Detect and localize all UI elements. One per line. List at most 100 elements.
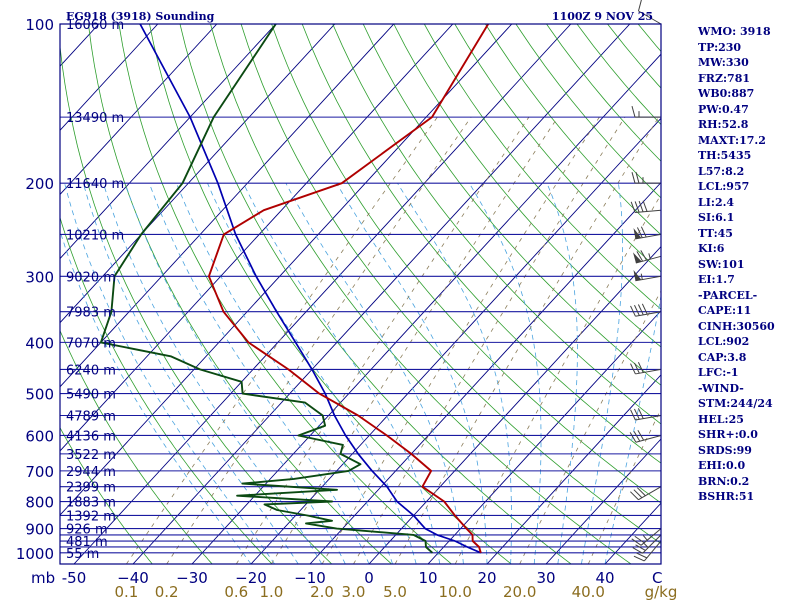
moist-adiabat-line — [243, 183, 441, 564]
wind-barb-half-feather — [640, 273, 643, 280]
wind-barb-staff — [635, 209, 662, 213]
wind-barb — [631, 172, 661, 184]
moist-adiabat-line — [546, 183, 578, 564]
wind-barb-staff — [643, 540, 662, 562]
wind-barb-feather — [635, 544, 646, 551]
mixing-ratio-tick-label: 5.0 — [383, 583, 407, 600]
height-label: 481 m — [66, 535, 108, 550]
height-label: 7983 m — [66, 306, 116, 321]
wind-barb-flag — [633, 228, 642, 239]
index-item: MAXT:17.2 — [698, 133, 766, 147]
wind-barb-feather — [637, 408, 644, 419]
dry-adiabat-line — [60, 329, 213, 564]
wind-barb-feather — [633, 555, 645, 562]
index-item: SW:101 — [698, 257, 745, 271]
wind-barb — [637, 0, 662, 25]
wind-barb-staff — [635, 233, 662, 240]
wind-barb — [633, 540, 662, 562]
index-item: FRZ:781 — [698, 71, 751, 85]
pressure-tick-label: 100 — [25, 16, 54, 34]
wind-barb — [630, 303, 662, 317]
height-label: 4789 m — [66, 410, 116, 425]
wind-barb-feather — [637, 304, 644, 316]
wind-barb-staff — [638, 10, 662, 25]
mixing-ratio-tick-label: 0.2 — [155, 583, 179, 600]
height-label: 55 m — [66, 547, 99, 562]
wind-barb-feather — [631, 105, 636, 118]
index-item: SHR+:0.0 — [698, 428, 758, 441]
mixing-ratio-line — [454, 193, 661, 564]
wind-barb-feather — [634, 535, 645, 544]
moist-adiabat-line — [60, 229, 252, 564]
wind-barb-feather — [630, 305, 636, 317]
pressure-tick-label: 300 — [25, 268, 54, 286]
index-item: -PARCEL- — [698, 288, 758, 302]
index-item: SI:6.1 — [698, 211, 735, 224]
mixing-ratio-line — [126, 116, 438, 564]
isotherm-line — [60, 24, 159, 131]
wind-barb-half-feather — [642, 535, 648, 541]
isotherm-line — [0, 24, 40, 564]
dry-adiabat-line — [423, 24, 661, 310]
wind-barb-half-feather — [643, 543, 649, 548]
index-item: WMO: 3918 — [698, 25, 771, 38]
isotherm-line — [545, 438, 661, 564]
index-item: EHI:0.0 — [698, 459, 746, 472]
wind-barb-flag — [633, 270, 642, 281]
temperature-tick-label: −20 — [235, 569, 267, 587]
dry-adiabat-line — [301, 24, 661, 464]
moist-adiabat-line — [207, 183, 417, 564]
dewpoint-curve — [99, 24, 434, 554]
wind-barb-feather — [638, 200, 644, 212]
wind-barb-staff — [635, 255, 662, 264]
temperature-curve — [207, 24, 490, 554]
wind-barb-staff — [635, 434, 662, 443]
temperature-unit-label: C — [652, 569, 662, 587]
moist-adiabat-line — [336, 182, 488, 564]
wind-barb-staff — [642, 534, 662, 554]
wind-barb-feather — [635, 172, 640, 184]
pressure-tick-label: 1000 — [16, 545, 54, 563]
index-item: CAP:3.8 — [698, 350, 747, 364]
index-item: EI:1.7 — [698, 273, 735, 286]
temperature-tick-label: 30 — [536, 569, 555, 587]
isotherm-line — [427, 310, 661, 564]
dry-adiabat-line — [60, 426, 153, 564]
moist-adiabat-line — [604, 294, 661, 564]
wind-barb-staff — [635, 368, 662, 375]
pressure-tick-label: 900 — [25, 521, 54, 539]
wind-barb-feather — [634, 201, 640, 213]
dry-adiabat-line — [118, 24, 452, 564]
index-item: TT:45 — [698, 226, 733, 240]
moist-adiabat-line — [148, 183, 370, 564]
index-item: LCL:902 — [698, 335, 750, 348]
wind-barb-feather — [631, 172, 636, 184]
isotherm-line — [60, 24, 218, 196]
wind-barb-feather — [642, 200, 648, 212]
height-label: 13490 m — [66, 111, 124, 126]
wind-barb-feather — [633, 489, 643, 499]
height-label: 4136 m — [66, 429, 116, 444]
temperature-tick-label: −30 — [176, 569, 208, 587]
wind-barb-feather — [632, 547, 643, 554]
wind-barb — [630, 486, 662, 501]
temperature-tick-label: 20 — [477, 569, 496, 587]
moist-adiabat-line — [124, 183, 346, 564]
wind-barb — [631, 105, 661, 118]
index-item: LCL:957 — [698, 180, 750, 193]
height-label: 6240 m — [66, 363, 116, 378]
wind-barb-feather — [640, 226, 647, 238]
wind-barb-feather — [641, 303, 648, 315]
moist-adiabat-line — [64, 183, 275, 564]
moist-adiabat-line — [397, 182, 512, 564]
wind-barb-feather — [631, 538, 642, 546]
wind-barb-feather — [630, 363, 636, 375]
wind-barbs — [629, 0, 662, 562]
height-label: 11640 m — [66, 177, 124, 192]
index-item: L57:8.2 — [698, 164, 745, 178]
index-item: BSHR:51 — [698, 490, 755, 503]
wind-barb-feather — [630, 201, 636, 213]
wind-barb — [630, 200, 662, 213]
pressure-tick-label: 400 — [25, 334, 54, 352]
